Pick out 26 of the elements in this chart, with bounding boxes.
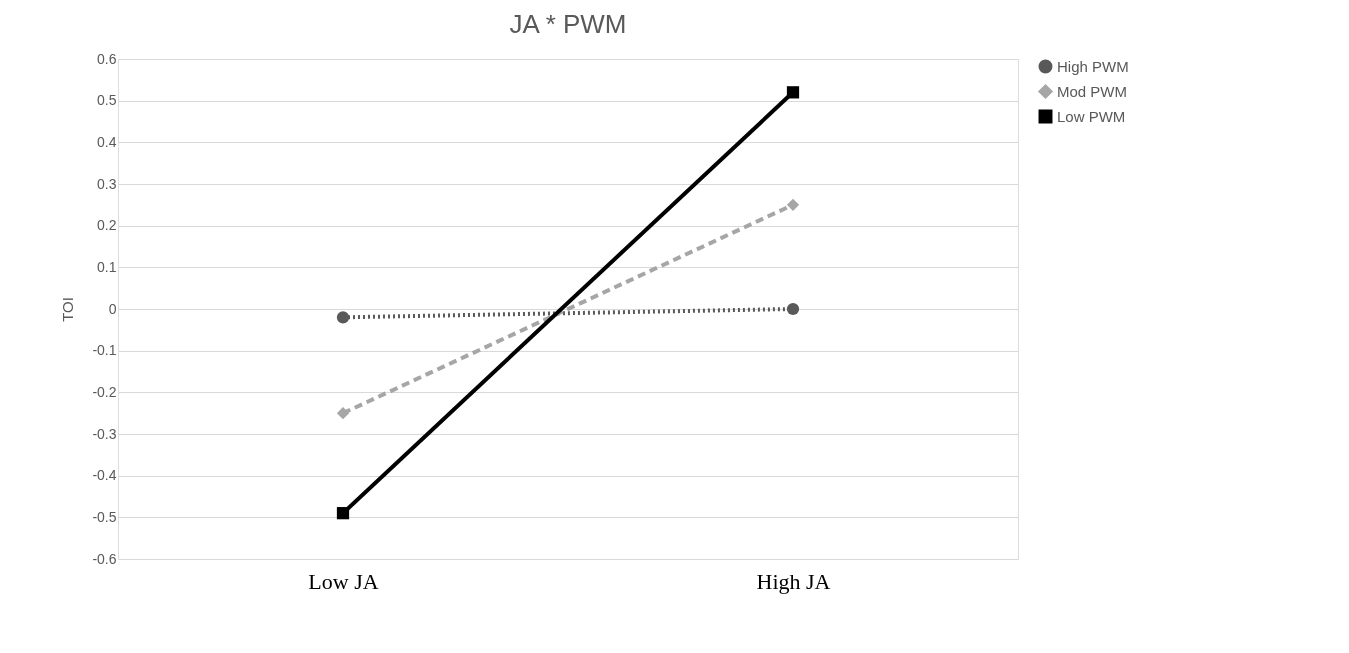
y-tick-label: 0.2: [97, 217, 117, 234]
point: [786, 198, 800, 211]
y-tick-label: -0.6: [92, 550, 117, 567]
y-tick-label: -0.3: [92, 425, 117, 442]
legend-label: Mod PWM: [1057, 82, 1128, 100]
y-axis-title: TOI: [59, 297, 77, 322]
chart-title: JA * PWM: [509, 9, 627, 39]
x-tick-label: Low JA: [308, 568, 379, 594]
point: [336, 407, 350, 420]
y-tick-label: -0.2: [92, 383, 117, 400]
point: [786, 86, 800, 99]
legend-label: Low PWM: [1057, 107, 1126, 125]
y-tick-label: -0.5: [92, 508, 117, 525]
point: [786, 302, 800, 316]
y-tick-label: 0.6: [97, 50, 117, 67]
y-tick-label: 0.5: [97, 92, 117, 109]
y-tick-label: 0.4: [97, 133, 117, 150]
x-tick-label: High JA: [756, 568, 831, 594]
point: [336, 507, 350, 520]
y-tick-label: 0: [108, 300, 117, 317]
y-tick-label: 0.1: [97, 258, 117, 275]
y-tick-label: 0.3: [97, 175, 117, 192]
legend-label: High PWM: [1057, 57, 1129, 75]
y-tick-label: -0.1: [92, 342, 117, 359]
point: [336, 311, 350, 324]
y-tick-label: -0.4: [92, 467, 117, 484]
